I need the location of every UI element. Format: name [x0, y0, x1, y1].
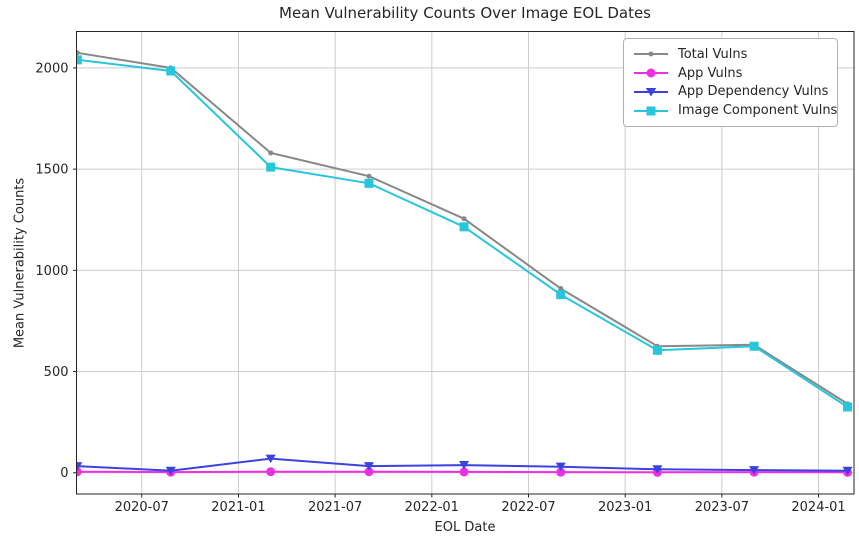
- x-axis-label: EOL Date: [434, 520, 496, 535]
- series-marker: [749, 341, 759, 351]
- x-tick-label: 2023-07: [695, 500, 749, 515]
- legend-label: App Vulns: [678, 65, 743, 81]
- series-marker: [366, 173, 372, 179]
- y-tick-label: 500: [44, 365, 69, 380]
- series-group: [76, 50, 853, 477]
- y-tick-label: 1000: [35, 264, 68, 279]
- x-tick-label: 2022-07: [501, 500, 555, 515]
- series-marker: [265, 454, 276, 464]
- series-marker: [266, 162, 276, 172]
- app-vulns-line-icon: [634, 68, 668, 78]
- y-tick-label: 2000: [35, 61, 68, 76]
- x-tick-label: 2021-01: [211, 500, 265, 515]
- legend-label: App Dependency Vulns: [678, 84, 829, 100]
- chart-title: Mean Vulnerability Counts Over Image EOL…: [279, 4, 651, 22]
- series-marker: [555, 462, 566, 472]
- x-tick-label: 2020-07: [115, 500, 169, 515]
- legend-item-image-component-vulns: Image Component Vulns: [632, 101, 837, 120]
- x-tick-label: 2024-01: [791, 500, 845, 515]
- series-marker: [266, 467, 276, 477]
- image-component-vulns-line-icon: [634, 106, 668, 116]
- legend: Total Vulns App Dependency Vulns App Vul…: [623, 38, 838, 127]
- series-marker: [76, 50, 80, 56]
- legend-label: Total Vulns: [678, 46, 748, 62]
- x-tick-label: 2022-01: [405, 500, 459, 515]
- legend-item-app-vulns: App Dependency Vulns App Vulns: [632, 64, 829, 83]
- total-vulns-line-icon: [634, 51, 668, 57]
- series-marker: [364, 178, 374, 188]
- series-marker: [461, 216, 467, 222]
- series-marker: [165, 466, 176, 476]
- series-marker: [556, 290, 566, 300]
- legend-item-total-vulns: Total Vulns: [632, 45, 829, 64]
- series-marker: [268, 150, 274, 156]
- series-marker: [363, 462, 374, 471]
- x-tick-label: 2021-07: [308, 500, 362, 515]
- series-marker: [652, 345, 662, 355]
- series-marker: [843, 402, 853, 412]
- y-tick-label: 1500: [35, 163, 68, 178]
- series-marker: [652, 465, 663, 474]
- axis-spine: [76, 31, 855, 495]
- series-marker: [558, 286, 564, 292]
- series-marker: [556, 467, 566, 477]
- x-tick-label: 2023-01: [598, 500, 652, 515]
- series-marker: [76, 55, 82, 65]
- series-marker: [842, 466, 853, 476]
- series-marker: [364, 467, 374, 477]
- series-marker: [459, 467, 469, 477]
- series-marker: [76, 462, 83, 471]
- series-marker: [459, 461, 470, 470]
- app-dependency-vulns-line-icon: [634, 87, 668, 97]
- series-marker: [749, 466, 760, 475]
- legend-item-app-dependency-vulns: App Dependency Vulns: [632, 83, 829, 102]
- series-marker: [166, 66, 176, 76]
- series-marker: [459, 222, 469, 232]
- legend-label: Image Component Vulns: [678, 103, 838, 119]
- y-tick-label: 0: [60, 466, 68, 481]
